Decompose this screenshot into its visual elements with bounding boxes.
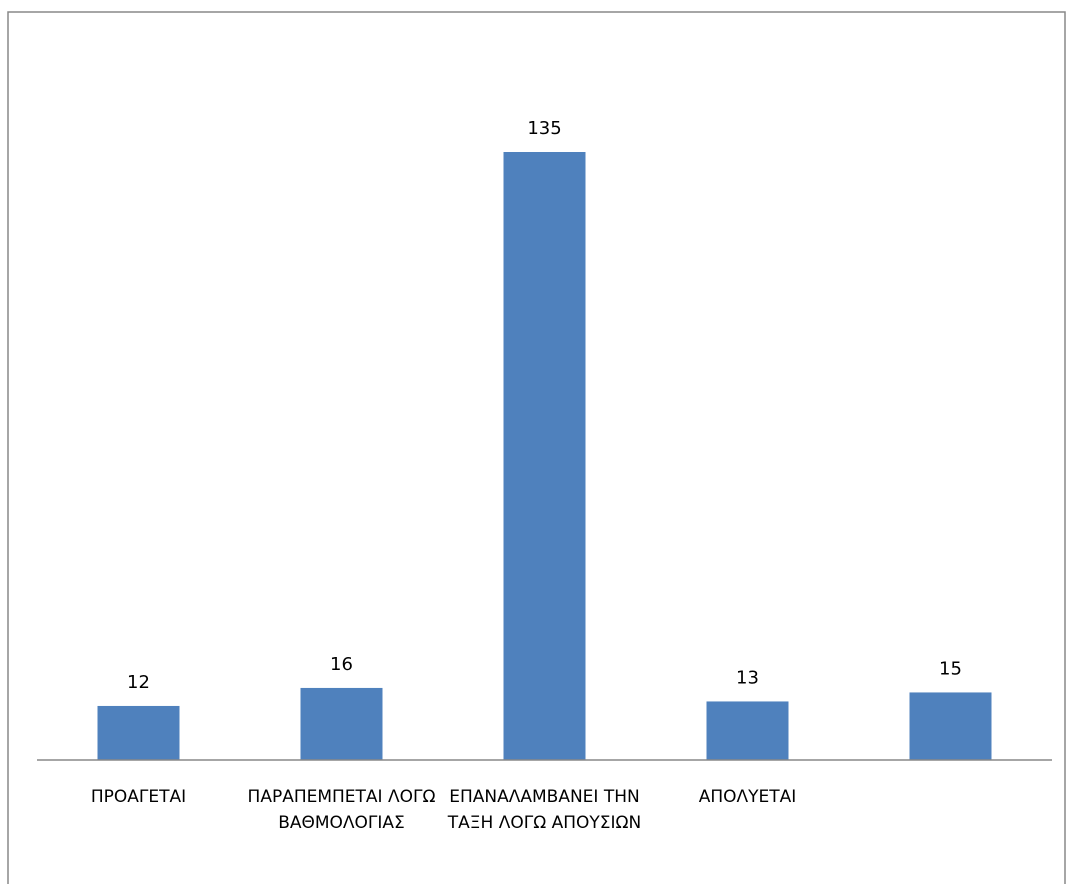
bar	[503, 152, 586, 760]
x-tick-label: ΕΠΑΝΑΛΑΜΒΑΝΕΙ ΤΗΝ ΤΑΞΗ ΛΟΓΩ ΑΠΟΥΣΙΩΝ	[447, 787, 642, 833]
value-label: 16	[330, 654, 353, 675]
bar	[706, 701, 789, 760]
value-label: 15	[939, 658, 962, 679]
bar	[300, 687, 383, 760]
chart-frame	[7, 11, 1066, 884]
bar	[97, 705, 180, 760]
value-label: 13	[736, 667, 759, 688]
x-tick-label: ΠΑΡΑΠΕΜΠΕΤΑΙ ΛΟΓΩ ΒΑΘΜΟΛΟΓΙΑΣ	[247, 787, 436, 833]
x-tick-label: ΑΠΟΛΥΕΤΑΙ	[698, 787, 797, 807]
value-label: 12	[127, 672, 150, 693]
value-label: 135	[527, 118, 561, 139]
x-tick-label: ΠΡΟΑΓΕΤΑΙ	[90, 787, 187, 807]
bar	[909, 692, 992, 760]
